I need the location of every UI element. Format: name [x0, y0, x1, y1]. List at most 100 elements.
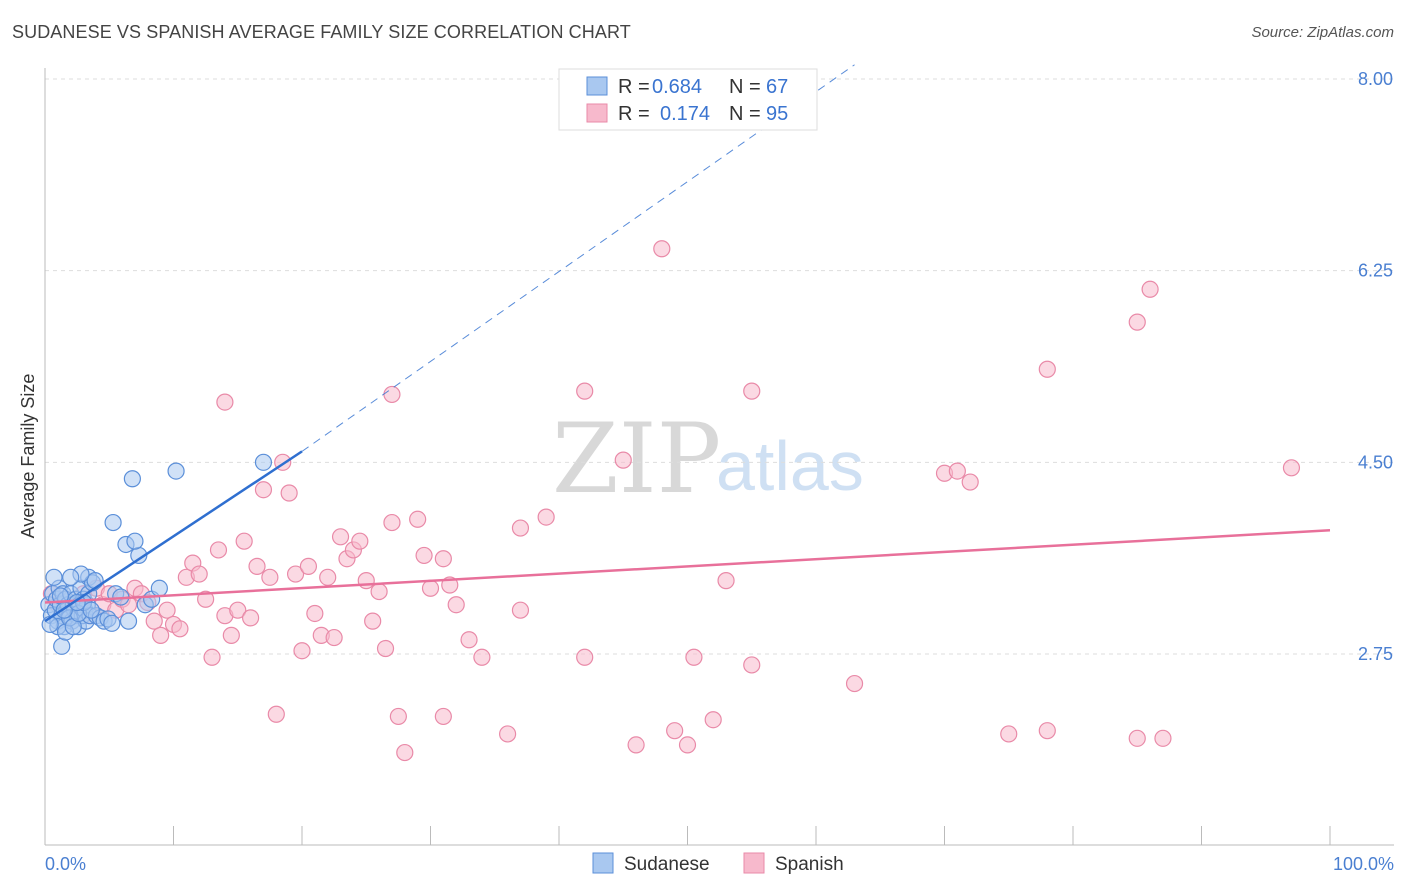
spanish-point-82: [1038, 722, 1056, 740]
spanish-point-68: [627, 736, 645, 754]
spanish-point-84: [1141, 280, 1159, 298]
spanish-point-71: [678, 736, 697, 754]
spanish-trend-line: [44, 528, 1331, 604]
gridlines: [45, 78, 1394, 655]
spanish-point-76: [845, 674, 864, 693]
legend-sudanese-label: Sudanese: [624, 854, 710, 875]
y-axis-tick-labels: 2.75 4.50 6.25 8.00: [1358, 69, 1393, 664]
sudanese-n-value: 67: [766, 76, 788, 98]
spanish-point-48: [351, 532, 369, 550]
spanish-point-55: [396, 743, 414, 762]
spanish-point-54: [389, 707, 407, 726]
spanish-point-33: [254, 481, 273, 499]
x-tick-label-max: 100.0%: [1333, 854, 1394, 874]
spanish-point-93: [434, 707, 452, 726]
spanish-point-38: [286, 565, 305, 583]
sudanese-point-63: [82, 601, 100, 619]
spanish-point-29: [229, 601, 247, 619]
spanish-point-41: [306, 604, 324, 623]
sudanese-r-value: 0.684: [652, 76, 702, 98]
spanish-r-value: 0.174: [660, 103, 710, 125]
spanish-point-85: [1282, 459, 1301, 477]
watermark: ZIP atlas: [552, 403, 864, 515]
spanish-point-23: [190, 565, 208, 583]
y-tick-label-3: 8.00: [1358, 69, 1393, 89]
spanish-point-78: [948, 462, 966, 480]
spanish-point-86: [1128, 729, 1146, 747]
spanish-point-31: [242, 609, 260, 627]
spanish-point-66: [537, 508, 555, 526]
sudanese-point-45: [103, 614, 121, 632]
spanish-point-37: [280, 484, 298, 502]
spanish-point-32: [248, 557, 266, 575]
spanish-legend-swatch: [586, 103, 608, 123]
stats-legend: R = 0.684 N = 67 R = 0.174 N = 95: [558, 68, 818, 131]
sudanese-point-31: [45, 568, 63, 586]
spanish-point-43: [319, 568, 337, 586]
spanish-point-59: [434, 550, 452, 568]
spanish-n-value: 95: [766, 103, 788, 125]
spanish-point-79: [961, 473, 979, 491]
legend-spanish-label: Spanish: [775, 854, 844, 875]
spanish-point-20: [171, 620, 189, 638]
spanish-point-64: [499, 725, 517, 743]
y-axis-label: Average Family Size: [18, 374, 38, 539]
spanish-point-16: [145, 612, 163, 630]
chart-source: Source: ZipAtlas.com: [1251, 24, 1394, 41]
spanish-point-57: [415, 546, 433, 565]
spanish-point-80: [1000, 725, 1018, 743]
x-axis-ticks: [44, 826, 1331, 845]
spanish-point-89: [511, 519, 530, 537]
spanish-r-label: R =: [618, 103, 650, 125]
spanish-point-18: [158, 601, 176, 619]
spanish-point-90: [383, 385, 401, 404]
spanish-point-91: [576, 382, 594, 400]
spanish-point-92: [216, 393, 234, 411]
spanish-point-52: [376, 639, 395, 658]
legend-sudanese-swatch: [592, 852, 614, 874]
spanish-point-69: [653, 240, 671, 258]
spanish-point-88: [614, 451, 632, 469]
sudanese-point-64: [119, 612, 138, 630]
spanish-point-26: [209, 541, 228, 559]
watermark-zip: ZIP: [552, 403, 721, 515]
spanish-point-56: [409, 510, 427, 528]
sudanese-points: [40, 453, 273, 655]
spanish-point-61: [447, 596, 465, 614]
sudanese-point-56: [104, 513, 122, 532]
sudanese-n-label: N =: [729, 76, 761, 98]
spanish-point-58: [421, 579, 440, 597]
spanish-point-70: [666, 722, 684, 740]
sudanese-legend-swatch: [586, 76, 608, 96]
spanish-point-25: [203, 648, 221, 666]
spanish-point-83: [1128, 313, 1146, 331]
spanish-point-67: [576, 648, 594, 666]
sudanese-point-66: [254, 453, 273, 471]
sudanese-point-54: [150, 579, 168, 597]
sudanese-point-55: [126, 532, 144, 550]
sudanese-point-49: [123, 470, 141, 488]
spanish-point-72: [704, 711, 722, 729]
spanish-point-17: [152, 626, 170, 644]
sudanese-r-label: R =: [618, 76, 650, 98]
series-legend: Sudanese Spanish: [592, 852, 844, 875]
spanish-point-40: [299, 557, 318, 575]
sudanese-trend-line: [44, 450, 303, 623]
spanish-point-44: [325, 628, 343, 647]
spanish-point-35: [267, 705, 285, 723]
spanish-point-63: [473, 648, 491, 666]
sudanese-point-65: [167, 462, 185, 480]
chart-title: SUDANESE VS SPANISH AVERAGE FAMILY SIZE …: [12, 22, 631, 42]
spanish-point-53: [383, 513, 401, 532]
spanish-point-75: [743, 382, 761, 400]
spanish-point-62: [460, 631, 478, 649]
spanish-point-73: [717, 572, 735, 590]
spanish-point-94: [685, 648, 703, 666]
spanish-point-87: [1154, 729, 1172, 747]
x-tick-label-min: 0.0%: [45, 854, 86, 874]
spanish-point-39: [293, 642, 311, 660]
spanish-point-74: [743, 656, 761, 674]
spanish-point-30: [235, 532, 253, 550]
y-tick-label-0: 2.75: [1358, 644, 1393, 664]
spanish-point-81: [1038, 360, 1056, 378]
